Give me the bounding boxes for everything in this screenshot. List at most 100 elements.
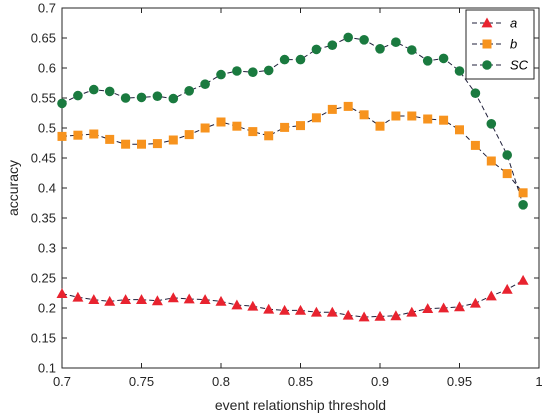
data-point-b bbox=[311, 113, 321, 123]
data-point-a bbox=[151, 295, 163, 306]
y-tick-label: 0.65 bbox=[31, 31, 56, 46]
data-point-b bbox=[73, 130, 83, 140]
data-point-a bbox=[263, 303, 275, 314]
data-point-a bbox=[56, 288, 68, 298]
data-point-b bbox=[486, 156, 496, 166]
data-point-sc bbox=[407, 45, 417, 55]
data-point-b bbox=[121, 139, 131, 149]
legend-label-sc: SC bbox=[510, 58, 529, 73]
data-point-b bbox=[439, 115, 449, 125]
data-point-b bbox=[407, 111, 417, 121]
data-point-sc bbox=[295, 54, 306, 65]
data-point-b bbox=[502, 169, 512, 179]
data-point-sc bbox=[438, 53, 449, 64]
x-tick-label: 0.7 bbox=[53, 374, 71, 389]
data-point-sc bbox=[311, 44, 322, 55]
data-point-sc bbox=[263, 65, 274, 76]
x-axis-label: event relationship threshold bbox=[215, 397, 386, 413]
data-point-b bbox=[152, 139, 162, 149]
data-point-sc bbox=[486, 119, 497, 129]
data-point-a bbox=[454, 301, 465, 312]
data-point-sc bbox=[359, 35, 369, 45]
data-point-sc bbox=[470, 88, 481, 98]
data-point-a bbox=[390, 310, 402, 321]
data-point-a bbox=[326, 306, 338, 317]
legend-label-a: a bbox=[510, 16, 517, 31]
data-point-b bbox=[264, 131, 274, 141]
data-point-b bbox=[280, 122, 290, 132]
x-tick-label: 1 bbox=[535, 374, 542, 389]
data-point-a bbox=[199, 294, 211, 304]
y-tick-label: 0.4 bbox=[38, 181, 56, 196]
data-point-a bbox=[247, 300, 259, 311]
x-tick-label: 0.8 bbox=[212, 374, 230, 389]
x-tick-label: 0.9 bbox=[371, 374, 389, 389]
data-point-sc bbox=[136, 92, 147, 103]
y-tick-label: 0.7 bbox=[38, 1, 56, 16]
data-point-a bbox=[469, 297, 481, 308]
y-tick-label: 0.6 bbox=[38, 61, 56, 76]
data-point-sc bbox=[391, 37, 401, 47]
data-point-a bbox=[501, 283, 513, 294]
data-point-a bbox=[279, 304, 291, 315]
data-point-b bbox=[375, 121, 385, 131]
data-point-sc bbox=[327, 40, 338, 50]
data-point-sc bbox=[279, 54, 290, 65]
data-point-a bbox=[406, 306, 418, 317]
y-tick-label: 0.1 bbox=[38, 361, 56, 376]
data-point-sc bbox=[152, 91, 163, 101]
data-point-a bbox=[438, 302, 450, 313]
data-point-sc bbox=[248, 67, 258, 77]
data-point-sc bbox=[104, 86, 115, 97]
data-point-b bbox=[200, 123, 210, 133]
data-point-sc bbox=[518, 200, 528, 210]
data-point-a bbox=[342, 309, 354, 320]
x-tick-label: 0.95 bbox=[447, 374, 472, 389]
data-point-b bbox=[391, 111, 401, 121]
y-tick-label: 0.3 bbox=[38, 241, 56, 256]
data-point-b bbox=[105, 134, 115, 144]
data-point-sc bbox=[89, 84, 99, 95]
data-point-a bbox=[310, 306, 322, 317]
data-point-b bbox=[296, 121, 305, 131]
data-point-b bbox=[216, 117, 226, 127]
data-point-sc bbox=[120, 93, 131, 103]
data-point-a bbox=[422, 303, 434, 313]
data-point-b bbox=[57, 131, 67, 141]
data-point-a bbox=[183, 293, 195, 304]
data-point-sc bbox=[343, 32, 354, 43]
data-point-a bbox=[104, 295, 116, 306]
data-point-a bbox=[136, 294, 147, 304]
data-point-sc bbox=[422, 56, 433, 66]
data-point-sc bbox=[232, 66, 242, 76]
data-point-b bbox=[232, 121, 242, 131]
y-tick-label: 0.35 bbox=[31, 211, 56, 226]
data-point-b bbox=[343, 101, 353, 111]
data-point-a bbox=[88, 294, 100, 304]
data-point-sc bbox=[200, 79, 210, 89]
y-axis-label: accuracy bbox=[5, 160, 21, 216]
series-line-b bbox=[61, 105, 524, 194]
y-tick-label: 0.55 bbox=[31, 91, 56, 106]
data-point-b bbox=[248, 127, 258, 137]
data-point-a bbox=[295, 304, 306, 315]
data-point-a bbox=[167, 292, 179, 303]
data-point-sc bbox=[57, 98, 67, 109]
data-point-a bbox=[215, 295, 227, 306]
data-point-sc bbox=[375, 44, 385, 54]
data-point-sc bbox=[454, 66, 465, 76]
data-point-sc bbox=[73, 90, 83, 101]
y-tick-label: 0.25 bbox=[31, 271, 56, 286]
legend-marker-sc bbox=[482, 60, 492, 70]
data-point-b bbox=[137, 139, 146, 149]
data-point-a bbox=[358, 311, 370, 322]
data-point-b bbox=[470, 140, 480, 150]
y-tick-label: 0.15 bbox=[31, 331, 56, 346]
data-point-b bbox=[89, 129, 99, 139]
data-point-b bbox=[518, 188, 528, 198]
data-point-a bbox=[120, 294, 132, 304]
data-point-b bbox=[168, 135, 178, 145]
data-point-sc bbox=[168, 93, 179, 104]
data-point-sc bbox=[184, 86, 194, 96]
data-point-a bbox=[517, 274, 529, 285]
